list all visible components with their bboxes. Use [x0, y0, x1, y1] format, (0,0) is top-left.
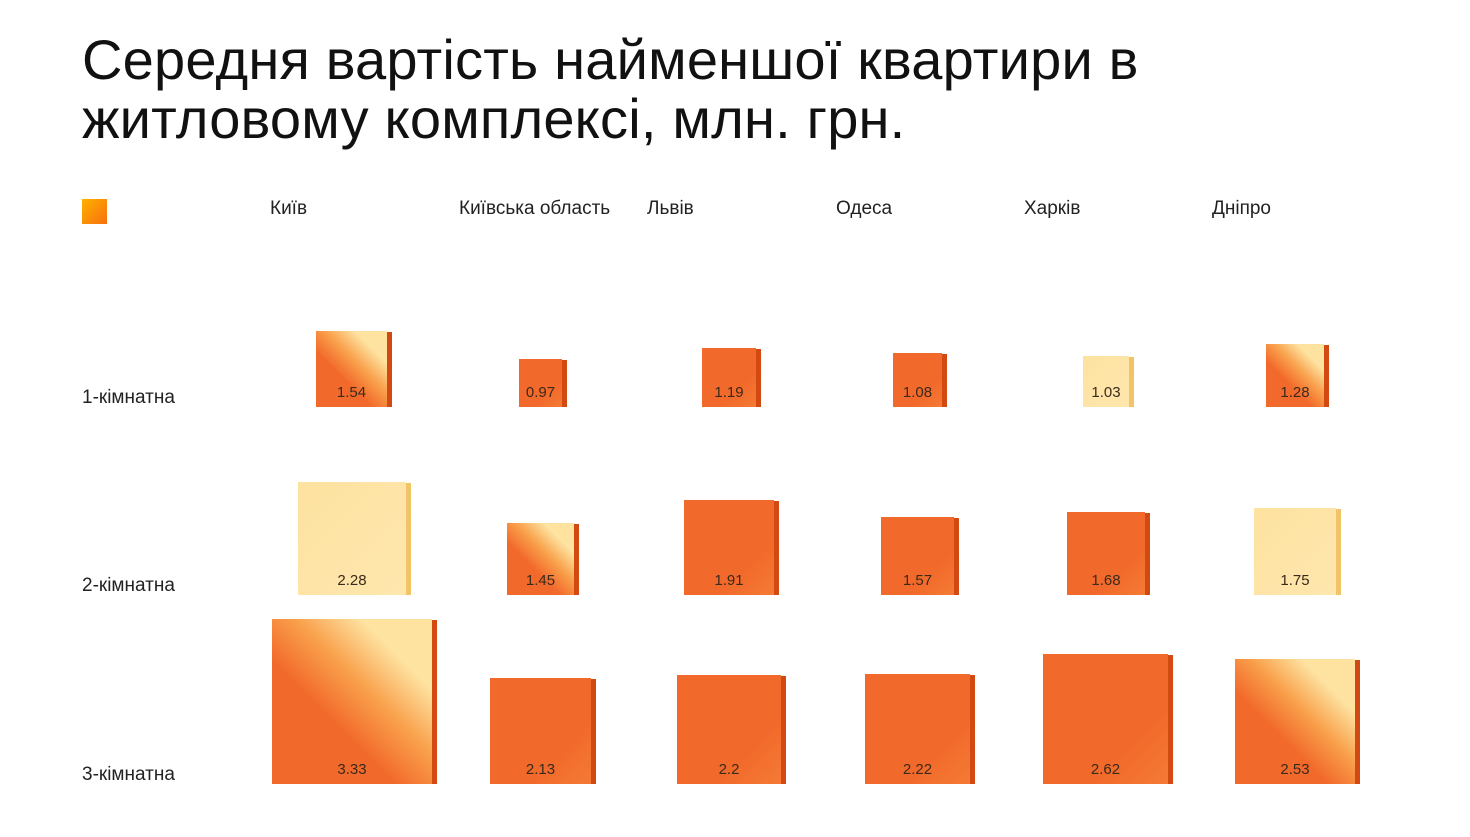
cube-side-face [756, 349, 761, 407]
value-label: 1.91 [714, 572, 744, 589]
cube-side-face [591, 679, 596, 784]
column-header-lviv: Львів [647, 198, 694, 219]
cube-front-face [316, 331, 387, 407]
row-label-2-room: 2-кімнатна [82, 575, 175, 596]
cube-side-face [562, 360, 567, 407]
cube-front-face [1067, 512, 1145, 595]
cube-front-face [1043, 654, 1168, 784]
cube-side-face [970, 675, 975, 784]
cube-front-face [684, 500, 774, 595]
value-cube: 1.68 [1067, 512, 1150, 595]
column-header-dnipro: Дніпро [1212, 198, 1272, 219]
cube-front-face [1266, 344, 1324, 407]
value-cube: 1.28 [1266, 344, 1329, 407]
cube-side-face [387, 332, 392, 407]
page-title: Середня вартість найменшої квартири в жи… [82, 28, 1139, 150]
cube-side-face [774, 501, 779, 595]
row-label-1-room: 1-кімнатна [82, 387, 175, 408]
value-cube: 0.97 [519, 359, 567, 407]
column-header-kharkiv: Харків [1024, 198, 1081, 219]
cube-side-face [781, 676, 786, 784]
value-cube: 3.33 [272, 619, 437, 784]
value-label: 2.22 [902, 761, 933, 778]
value-cube: 1.19 [702, 348, 761, 407]
row-label-3-room: 3-кімнатна [82, 764, 175, 785]
value-label: 1.68 [1091, 572, 1121, 589]
cube-side-face [1355, 660, 1360, 784]
value-cube: 1.91 [684, 500, 779, 595]
column-header-odesa: Одеса [836, 198, 893, 219]
cube-front-face [1083, 356, 1129, 407]
cube-side-face [1145, 513, 1150, 595]
column-header-kyiv-oblast: Київська область [459, 198, 611, 219]
cube-front-face [893, 353, 942, 407]
cube-front-face [677, 675, 781, 784]
value-cube: 2.22 [865, 674, 975, 784]
cube-front-face [519, 359, 562, 407]
value-label: 1.75 [1280, 572, 1310, 589]
value-label: 1.08 [902, 384, 933, 401]
cube-front-face [865, 674, 970, 784]
column-header-kyiv: Київ [270, 198, 308, 219]
value-label: 0.97 [525, 384, 556, 401]
value-cube: 1.45 [507, 523, 579, 595]
value-cube: 1.57 [881, 517, 959, 595]
cube-side-face [1168, 655, 1173, 784]
cube-side-face [954, 518, 959, 595]
value-cube: 2.62 [1043, 654, 1173, 784]
value-cube: 2.2 [677, 675, 786, 784]
value-cube: 2.53 [1235, 659, 1360, 784]
value-label: 1.03 [1091, 384, 1121, 401]
value-cube: 1.54 [316, 331, 392, 407]
value-cube: 1.08 [893, 353, 947, 407]
cube-front-face [702, 348, 756, 407]
value-cube: 1.75 [1254, 508, 1341, 595]
value-label: 1.54 [336, 384, 367, 401]
value-cube: 2.28 [298, 482, 411, 595]
cube-side-face [942, 354, 947, 407]
cube-side-face [1129, 357, 1134, 407]
cube-front-face [507, 523, 574, 595]
cube-side-face [1324, 345, 1329, 407]
cube-front-face [1254, 508, 1336, 595]
value-label: 1.19 [714, 384, 744, 401]
value-label: 2.2 [718, 761, 740, 778]
cube-side-face [1336, 509, 1341, 595]
cube-front-face [490, 678, 591, 784]
value-label: 1.57 [902, 572, 933, 589]
cube-front-face [298, 482, 406, 595]
value-label: 1.28 [1280, 384, 1310, 401]
cube-front-face [272, 619, 432, 784]
value-label: 2.28 [337, 572, 367, 589]
legend-swatch [82, 199, 107, 224]
cube-front-face [1235, 659, 1355, 784]
value-label: 2.53 [1280, 761, 1310, 778]
cube-side-face [406, 483, 411, 595]
value-cube: 1.03 [1083, 356, 1134, 407]
value-label: 1.45 [525, 572, 556, 589]
value-label: 2.62 [1090, 761, 1121, 778]
value-label: 2.13 [525, 761, 556, 778]
value-cube: 2.13 [490, 678, 596, 784]
value-label: 3.33 [337, 761, 367, 778]
cube-front-face [881, 517, 954, 595]
cube-side-face [574, 524, 579, 595]
cube-side-face [432, 620, 437, 784]
